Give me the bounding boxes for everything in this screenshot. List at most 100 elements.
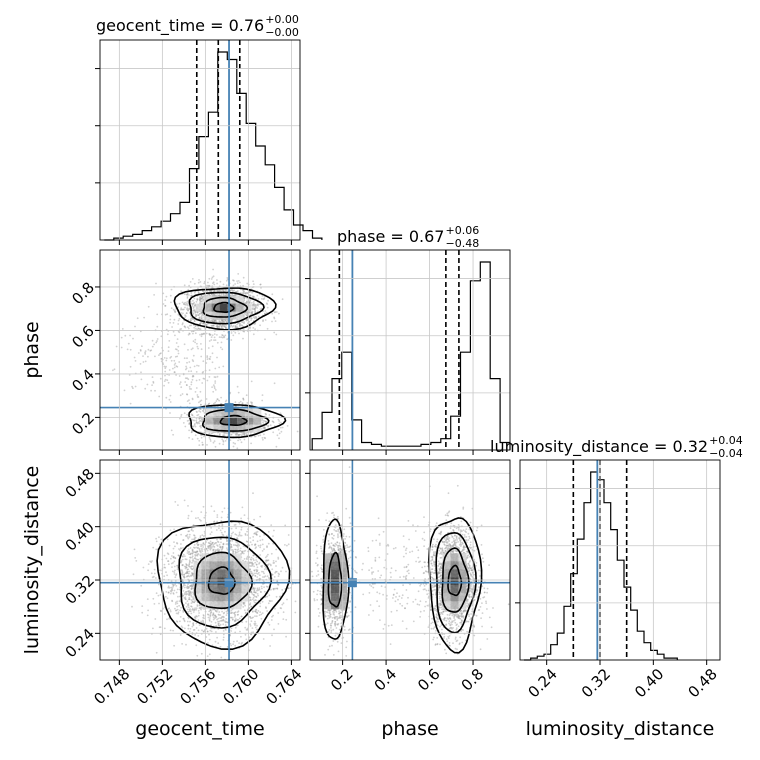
- sample-point: [226, 610, 229, 612]
- sample-point: [210, 432, 213, 435]
- sample-point: [194, 557, 196, 559]
- sample-point: [201, 296, 204, 299]
- sample-point: [242, 330, 245, 333]
- sample-point: [242, 292, 245, 294]
- sample-point: [218, 527, 220, 530]
- sample-point: [263, 427, 265, 430]
- sample-point: [188, 553, 190, 556]
- sample-point: [213, 510, 216, 513]
- sample-point: [186, 357, 188, 360]
- sample-point: [121, 328, 124, 330]
- sample-point: [221, 324, 224, 327]
- sample-point: [201, 311, 203, 314]
- sample-point: [198, 417, 201, 420]
- sample-point: [190, 584, 193, 586]
- sample-point: [207, 285, 210, 287]
- sample-point: [142, 361, 145, 363]
- sample-point: [149, 560, 152, 563]
- sample-point: [277, 428, 280, 431]
- sample-point: [206, 284, 208, 287]
- sample-point: [196, 554, 199, 557]
- sample-point: [249, 604, 251, 606]
- sample-point: [248, 294, 251, 297]
- sample-point: [153, 294, 156, 296]
- sample-point: [246, 627, 249, 630]
- sample-point: [266, 586, 269, 588]
- sample-point: [188, 307, 191, 310]
- sample-point: [194, 536, 197, 539]
- sample-point: [201, 333, 203, 336]
- sample-point: [173, 309, 176, 312]
- sample-point: [243, 321, 246, 323]
- sample-point: [256, 303, 259, 306]
- sample-point: [271, 320, 273, 323]
- sample-point: [187, 349, 189, 351]
- sample-point: [261, 538, 264, 541]
- sample-point: [232, 284, 235, 287]
- sample-point: [186, 593, 189, 595]
- sample-point: [190, 294, 193, 297]
- sample-point: [245, 611, 247, 614]
- sample-point: [243, 550, 245, 553]
- sample-point: [220, 619, 223, 622]
- sample-point: [215, 400, 218, 402]
- sample-point: [220, 336, 223, 339]
- sample-point: [226, 319, 229, 322]
- sample-point: [230, 534, 233, 537]
- sample-point: [172, 308, 175, 311]
- sample-point: [237, 273, 240, 275]
- sample-point: [267, 424, 270, 427]
- sample-point: [257, 303, 259, 306]
- sample-point: [173, 371, 176, 373]
- sample-point: [190, 587, 193, 590]
- density-cell: [195, 303, 204, 312]
- sample-point: [236, 447, 239, 450]
- sample-point: [202, 322, 205, 324]
- sample-point: [201, 295, 204, 298]
- sample-point: [222, 543, 225, 546]
- sample-point: [230, 549, 233, 551]
- sample-point: [195, 417, 198, 420]
- sample-point: [246, 558, 248, 561]
- sample-point: [192, 310, 195, 312]
- sample-point: [236, 619, 239, 621]
- sample-point: [238, 433, 241, 436]
- sample-point: [236, 551, 239, 554]
- sample-point: [259, 303, 261, 306]
- sample-point: [178, 302, 181, 305]
- sample-point: [193, 326, 196, 329]
- sample-point: [195, 558, 198, 561]
- sample-point: [202, 370, 205, 373]
- sample-point: [258, 587, 261, 589]
- sample-point: [263, 433, 265, 436]
- sample-point: [170, 586, 173, 589]
- sample-point: [198, 444, 201, 446]
- sample-point: [254, 561, 257, 564]
- sample-point: [190, 565, 193, 568]
- sample-point: [164, 367, 167, 370]
- sample-point: [250, 380, 253, 383]
- sample-point: [222, 615, 225, 618]
- sample-point: [207, 403, 210, 406]
- sample-point: [248, 311, 251, 314]
- sample-point: [164, 313, 167, 316]
- sample-point: [219, 545, 222, 548]
- sample-point: [210, 624, 212, 626]
- sample-point: [197, 629, 200, 632]
- sample-point: [272, 421, 275, 424]
- sample-point: [190, 585, 193, 587]
- sample-point: [238, 402, 241, 404]
- sample-point: [243, 291, 246, 293]
- sample-point: [200, 418, 203, 421]
- sample-point: [205, 627, 208, 630]
- sample-point: [191, 568, 194, 571]
- sample-point: [174, 362, 177, 365]
- sample-point: [276, 434, 279, 437]
- sample-point: [202, 615, 205, 617]
- sample-point: [249, 313, 252, 316]
- sample-point: [195, 371, 198, 373]
- sample-point: [210, 543, 213, 546]
- sample-point: [235, 327, 238, 329]
- sample-point: [273, 628, 275, 631]
